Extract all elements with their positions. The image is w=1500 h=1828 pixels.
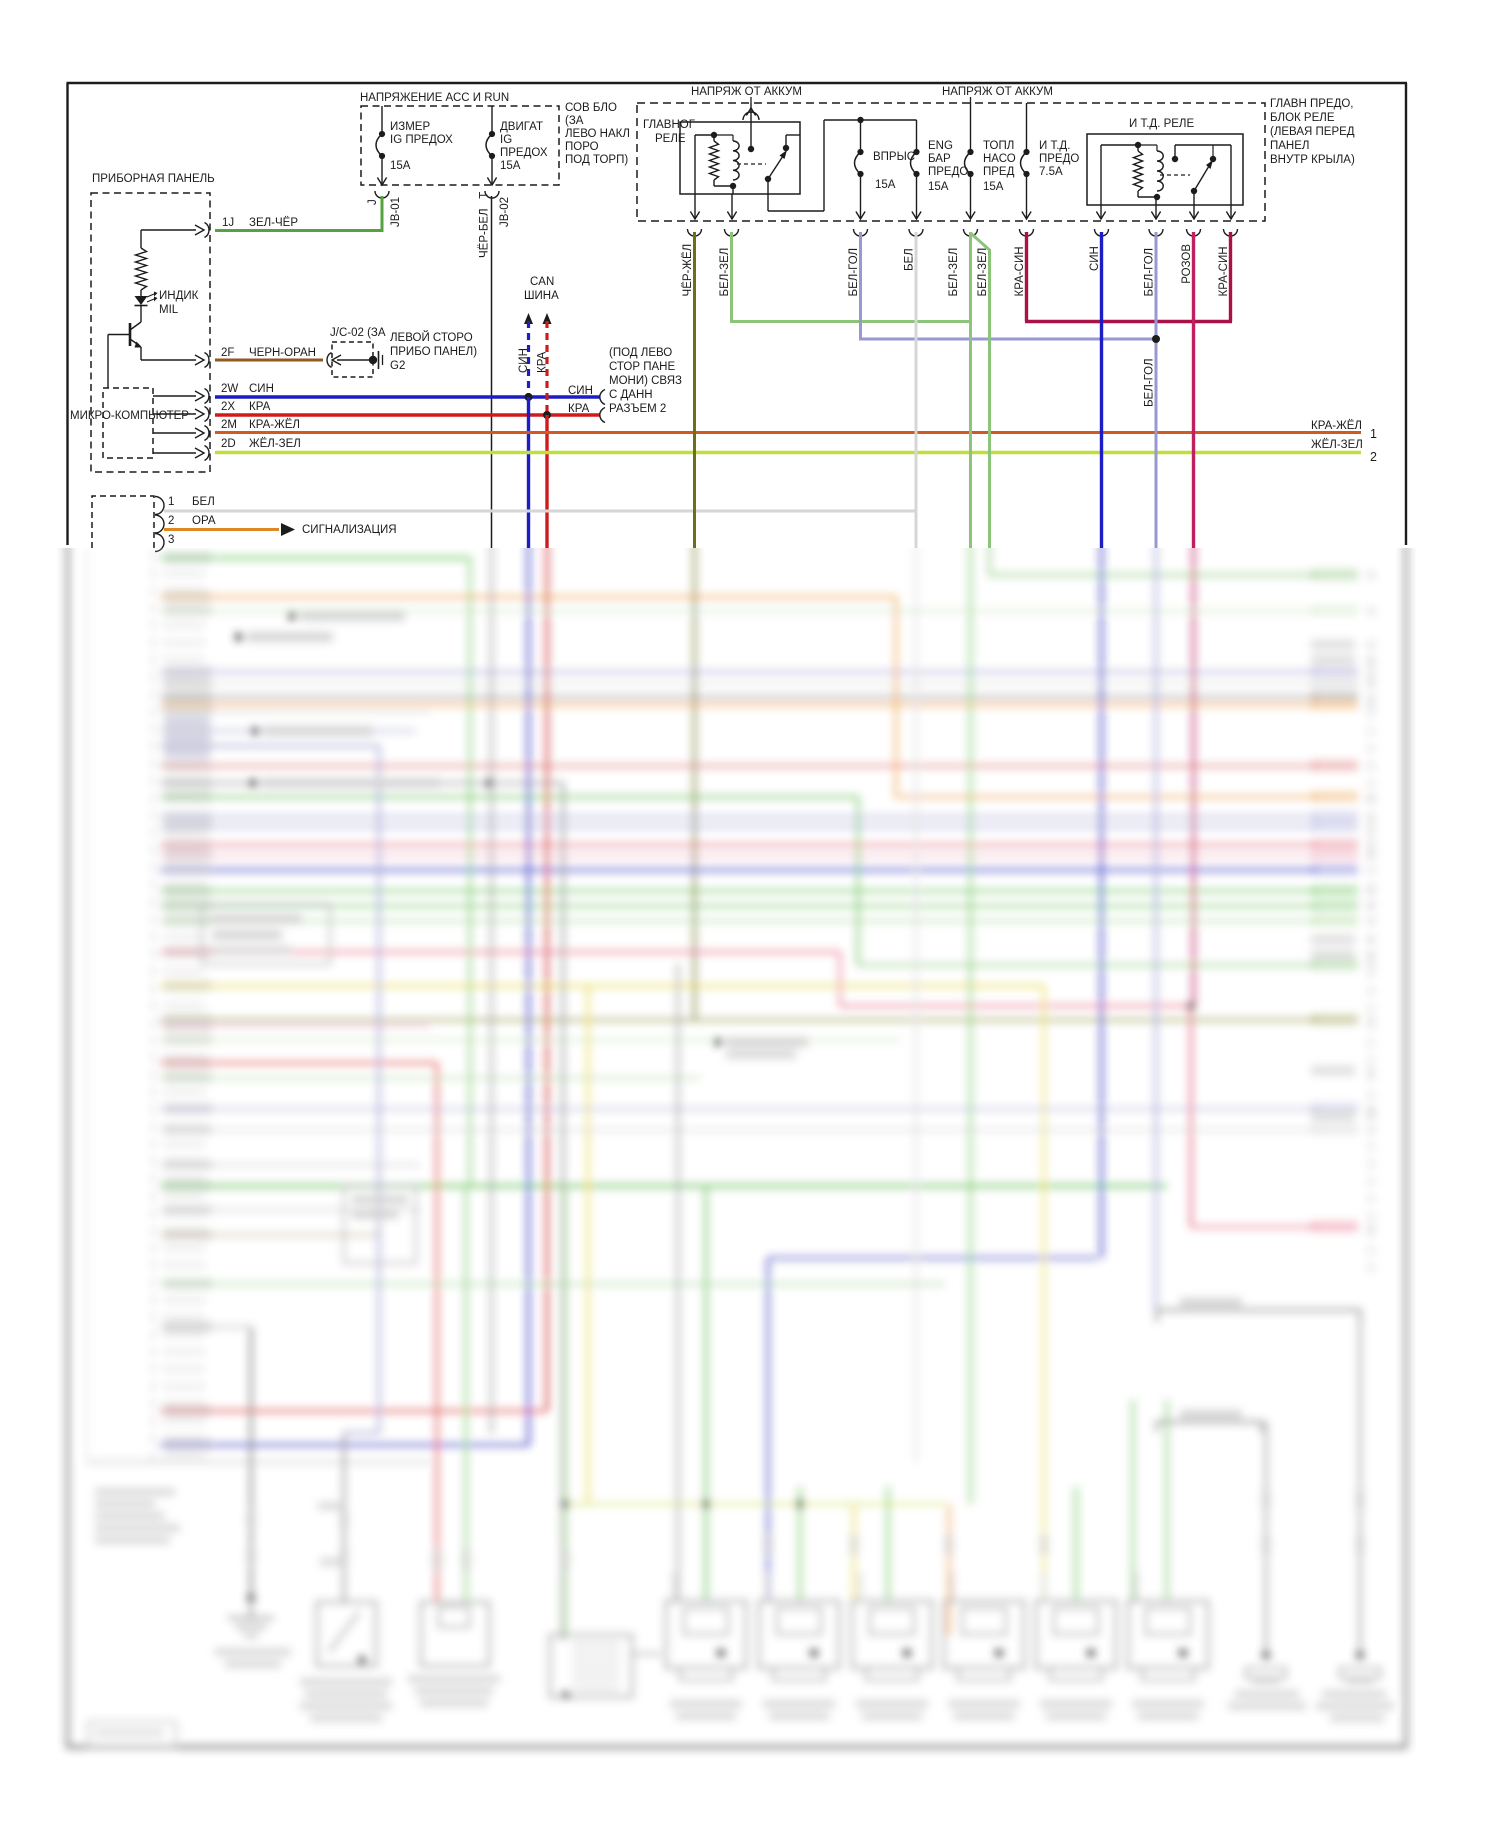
svg-text:ПОД ТОРП): ПОД ТОРП) (565, 154, 628, 166)
svg-text:И Т.Д. РЕЛЕ: И Т.Д. РЕЛЕ (1129, 118, 1194, 130)
svg-text:2X: 2X (221, 401, 235, 413)
svg-text:НАПРЯЖ ОТ АККУМ: НАПРЯЖ ОТ АККУМ (942, 86, 1053, 98)
svg-text:ДВИГАТ: ДВИГАТ (500, 121, 543, 133)
svg-text:1: 1 (168, 496, 174, 508)
svg-text:ПРЕДО: ПРЕДО (1039, 153, 1079, 165)
svg-text:КРА: КРА (249, 401, 271, 413)
svg-text:(ЗА: (ЗА (565, 115, 584, 127)
svg-text:БЕЛ: БЕЛ (192, 496, 215, 508)
svg-text:IG: IG (500, 134, 512, 146)
svg-text:ПРЕДОХ: ПРЕДОХ (500, 147, 548, 159)
svg-text:ГЛАВН ПРЕДО,: ГЛАВН ПРЕДО, (1270, 98, 1354, 110)
svg-text:3: 3 (168, 534, 174, 546)
svg-text:НАПРЯЖЕНИЕ АСС И RUN: НАПРЯЖЕНИЕ АСС И RUN (360, 92, 509, 104)
svg-text:СИН: СИН (249, 383, 274, 395)
svg-text:IG ПРЕДОХ: IG ПРЕДОХ (390, 134, 453, 146)
svg-text:CAN: CAN (530, 276, 554, 288)
svg-text:ИНДИК: ИНДИК (159, 290, 199, 302)
svg-text:ПОРО: ПОРО (565, 141, 599, 153)
svg-text:ПРЕДО: ПРЕДО (928, 166, 968, 178)
svg-text:ЗЕЛ-ЧЁР: ЗЕЛ-ЧЁР (249, 217, 298, 229)
svg-text:СОВ БЛО: СОВ БЛО (565, 102, 617, 114)
svg-text:ЖЁЛ-ЗЕЛ: ЖЁЛ-ЗЕЛ (249, 438, 301, 450)
svg-text:БЛОК РЕЛЕ: БЛОК РЕЛЕ (1270, 112, 1335, 124)
svg-text:С ДАНН: С ДАНН (609, 389, 653, 401)
svg-text:15A: 15A (983, 181, 1004, 193)
svg-text:ОРА: ОРА (192, 515, 216, 527)
svg-text:ENG: ENG (928, 140, 953, 152)
svg-text:ПРИБО ПАНЕЛ): ПРИБО ПАНЕЛ) (390, 346, 477, 358)
svg-text:СИН: СИН (568, 385, 593, 397)
svg-text:JB-02: JB-02 (499, 197, 511, 227)
svg-text:ПРЕД: ПРЕД (983, 166, 1015, 178)
svg-text:СИГНАЛИЗАЦИЯ: СИГНАЛИЗАЦИЯ (302, 524, 397, 536)
svg-text:J: J (367, 199, 379, 205)
svg-text:ЧЁР-БЕЛ Т: ЧЁР-БЕЛ Т (479, 192, 491, 258)
svg-text:ПРИБОРНАЯ ПАНЕЛЬ: ПРИБОРНАЯ ПАНЕЛЬ (92, 173, 215, 185)
svg-text:2D: 2D (221, 438, 236, 450)
svg-text:1: 1 (1370, 427, 1377, 441)
svg-text:БЕЛ: БЕЛ (904, 248, 916, 271)
svg-text:(ПОД ЛЕВО: (ПОД ЛЕВО (609, 347, 672, 359)
svg-text:НАСО: НАСО (983, 153, 1016, 165)
svg-text:БАР: БАР (928, 153, 951, 165)
svg-text:КРА: КРА (568, 403, 590, 415)
svg-text:СИН: СИН (518, 348, 530, 373)
svg-text:ВПРЫС: ВПРЫС (873, 151, 915, 163)
svg-text:КРА-ЖЁЛ: КРА-ЖЁЛ (1311, 420, 1362, 432)
svg-text:15A: 15A (875, 179, 896, 191)
svg-text:ИЗМЕР: ИЗМЕР (390, 121, 430, 133)
svg-text:РОЗОВ: РОЗОВ (1181, 244, 1193, 284)
svg-text:БЕЛ-ГОЛ: БЕЛ-ГОЛ (1144, 248, 1156, 297)
svg-text:15A: 15A (928, 181, 949, 193)
svg-text:ЛЕВОЙ СТОРО: ЛЕВОЙ СТОРО (390, 331, 473, 344)
svg-text:1J: 1J (222, 217, 234, 229)
svg-text:15A: 15A (390, 160, 411, 172)
svg-text:(ЛЕВАЯ ПЕРЕД: (ЛЕВАЯ ПЕРЕД (1270, 126, 1355, 138)
svg-text:2F: 2F (221, 347, 234, 359)
svg-text:БЕЛ-ГОЛ: БЕЛ-ГОЛ (848, 248, 860, 297)
svg-text:ЧЕРН-ОРАН: ЧЕРН-ОРАН (249, 347, 316, 359)
svg-text:ТОПЛ: ТОПЛ (983, 140, 1014, 152)
svg-text:МИКРО-КОМПЬЮТЕР: МИКРО-КОМПЬЮТЕР (70, 410, 189, 422)
svg-text:ЧЁР-ЖЁЛ: ЧЁР-ЖЁЛ (682, 244, 694, 297)
svg-text:РЕЛЕ: РЕЛЕ (655, 133, 686, 145)
svg-text:ЛЕВО НАКЛ: ЛЕВО НАКЛ (565, 128, 630, 140)
svg-text:ЖЁЛ-ЗЕЛ: ЖЁЛ-ЗЕЛ (1311, 439, 1363, 451)
svg-text:ВНУТР КРЫЛА): ВНУТР КРЫЛА) (1270, 154, 1355, 166)
svg-text:2: 2 (1370, 450, 1377, 464)
svg-text:2M: 2M (221, 419, 237, 431)
svg-text:MIL: MIL (159, 304, 179, 316)
svg-text:7.5A: 7.5A (1039, 166, 1063, 178)
svg-text:КРА: КРА (537, 351, 549, 373)
svg-text:КРА-ЖЁЛ: КРА-ЖЁЛ (249, 419, 300, 431)
svg-text:И Т.Д.: И Т.Д. (1039, 140, 1070, 152)
svg-text:МОНИ) СВЯЗ: МОНИ) СВЯЗ (609, 375, 682, 387)
svg-text:РАЗЪЕМ 2: РАЗЪЕМ 2 (609, 403, 666, 415)
svg-text:БЕЛ-ЗЕЛ: БЕЛ-ЗЕЛ (977, 248, 989, 297)
svg-text:НАПРЯЖ ОТ АККУМ: НАПРЯЖ ОТ АККУМ (691, 86, 802, 98)
svg-text:ГЛАВНОГ: ГЛАВНОГ (643, 119, 696, 131)
svg-text:JB-01: JB-01 (390, 197, 402, 227)
svg-text:ПАНЕЛ: ПАНЕЛ (1270, 140, 1309, 152)
svg-text:ШИНА: ШИНА (524, 290, 559, 302)
svg-text:J/C-02 (ЗА: J/C-02 (ЗА (330, 327, 386, 339)
svg-text:КРА-СИН: КРА-СИН (1218, 246, 1230, 296)
svg-text:G2: G2 (390, 360, 405, 372)
svg-text:КРА-СИН: КРА-СИН (1014, 246, 1026, 296)
svg-text:15A: 15A (500, 160, 521, 172)
svg-text:2W: 2W (221, 383, 238, 395)
svg-text:БЕЛ-ГОЛ: БЕЛ-ГОЛ (1144, 358, 1156, 407)
svg-text:СТОР ПАНЕ: СТОР ПАНЕ (609, 361, 675, 373)
svg-text:БЕЛ-ЗЕЛ: БЕЛ-ЗЕЛ (719, 248, 731, 297)
svg-text:БЕЛ-ЗЕЛ: БЕЛ-ЗЕЛ (948, 248, 960, 297)
svg-text:СИН: СИН (1089, 246, 1101, 271)
svg-text:2: 2 (168, 515, 174, 527)
